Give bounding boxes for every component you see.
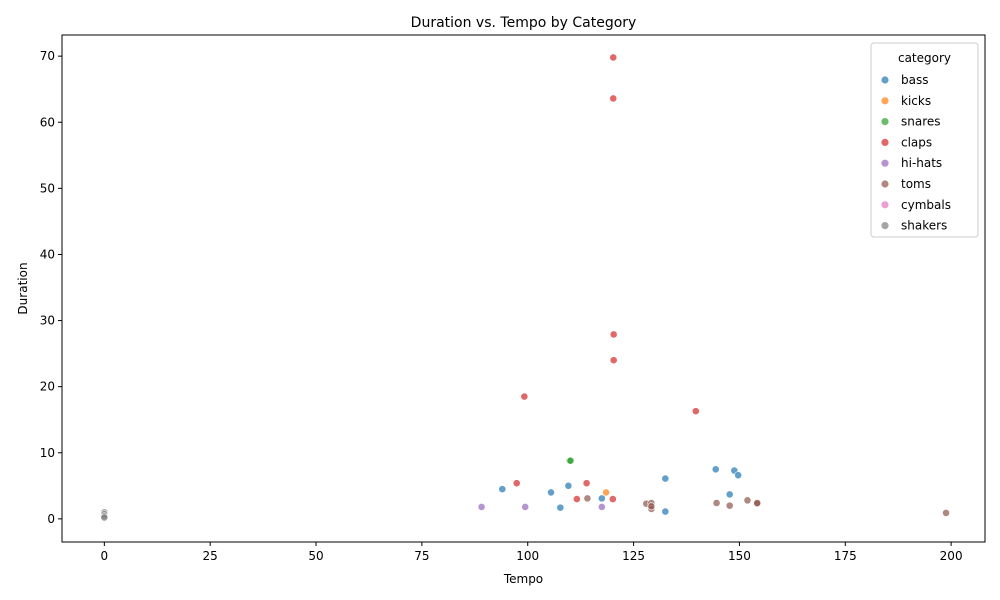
point-hi-hats (521, 503, 530, 511)
y-tick-label: 40 (40, 247, 55, 261)
point-bass (661, 474, 670, 483)
legend-label-snares: snares (901, 115, 941, 129)
x-tick-label: 200 (940, 549, 963, 563)
y-axis: 0 10 20 30 40 50 60 70 (40, 49, 62, 526)
y-tick-label: 50 (40, 181, 55, 195)
point-toms (942, 509, 950, 517)
point-toms (647, 502, 656, 511)
point-claps (520, 392, 529, 401)
point-toms (583, 494, 592, 503)
point-claps (609, 53, 618, 62)
y-tick-label: 10 (40, 446, 55, 460)
point-claps (582, 479, 591, 488)
legend-marker-claps (881, 138, 889, 146)
y-tick-label: 0 (47, 512, 55, 526)
point-toms (753, 499, 762, 507)
x-tick-label: 0 (101, 549, 109, 563)
y-tick-label: 30 (40, 314, 55, 328)
legend-marker-bass (881, 76, 889, 84)
point-toms (725, 501, 734, 510)
point-bass (661, 507, 670, 516)
legend-marker-hi-hats (881, 159, 889, 167)
x-tick-label: 125 (622, 549, 645, 563)
point-bass (547, 488, 555, 497)
point-hi-hats (477, 503, 486, 511)
x-tick-label: 150 (728, 549, 751, 563)
point-bass (597, 494, 606, 503)
legend-box (870, 42, 979, 238)
x-tick-label: 50 (308, 549, 323, 563)
legend-label-shakers: shakers (901, 219, 947, 233)
point-claps (572, 495, 581, 503)
legend-label-kicks: kicks (901, 94, 931, 108)
point-snares (566, 456, 575, 465)
x-axis-label: Tempo (503, 572, 543, 586)
legend-label-hi-hats: hi-hats (901, 156, 942, 170)
legend-title: category (898, 51, 951, 65)
y-tick-label: 20 (40, 380, 55, 394)
point-claps (609, 330, 618, 339)
point-claps (512, 479, 521, 488)
x-tick-label: 100 (516, 549, 539, 563)
y-tick-label: 70 (40, 49, 55, 63)
point-kicks (602, 488, 610, 497)
point-bass (725, 490, 734, 499)
legend-label-bass: bass (901, 73, 928, 87)
x-tick-label: 75 (414, 549, 429, 563)
point-claps (609, 94, 618, 103)
point-bass (498, 485, 507, 494)
y-tick-label: 60 (40, 115, 55, 129)
point-hi-hats (597, 503, 606, 511)
point-shakers (100, 513, 109, 522)
point-claps (608, 495, 617, 503)
legend-marker-shakers (881, 222, 889, 230)
legend-marker-kicks (881, 97, 889, 105)
point-claps (691, 407, 700, 416)
legend-marker-cymbals (881, 201, 889, 209)
points-layer (100, 53, 950, 522)
y-axis-label: Duration (16, 262, 30, 314)
legend: category bass kicks snares claps hi-hats toms c… (870, 42, 979, 238)
chart-title: Duration vs. Tempo by Category (411, 15, 637, 31)
point-bass (564, 481, 573, 490)
point-claps (609, 356, 618, 365)
legend-marker-toms (881, 180, 889, 188)
legend-label-claps: claps (901, 135, 932, 149)
legend-label-toms: toms (901, 177, 931, 191)
plot-frame (61, 34, 986, 543)
point-bass (711, 465, 720, 474)
point-toms (712, 499, 721, 507)
x-tick-label: 25 (203, 549, 218, 563)
x-tick-label: 175 (834, 549, 857, 563)
x-axis: 0 25 50 75 100 125 150 175 200 (101, 542, 963, 563)
legend-marker-snares (881, 118, 889, 126)
point-bass (734, 471, 743, 480)
legend-label-cymbals: cymbals (901, 198, 951, 212)
point-bass (556, 503, 565, 512)
point-toms (743, 496, 752, 505)
